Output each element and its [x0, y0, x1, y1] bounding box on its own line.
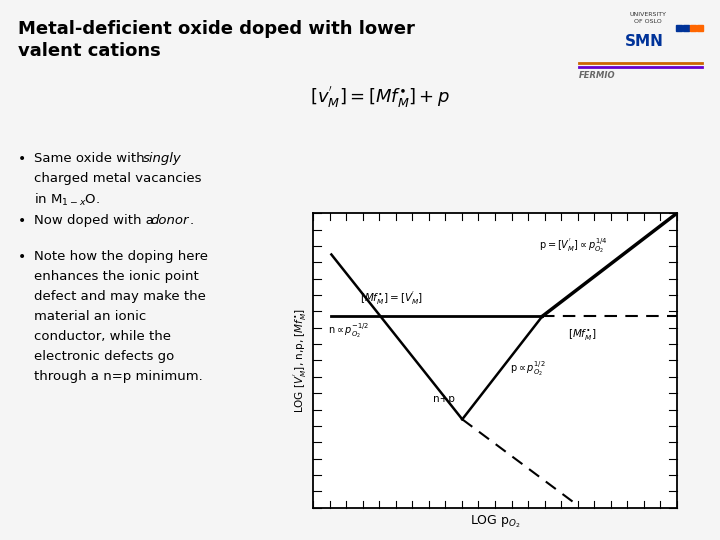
Text: n$\propto p_{O_2}^{-1/2}$: n$\propto p_{O_2}^{-1/2}$ — [328, 322, 369, 340]
Text: Same oxide with: Same oxide with — [34, 152, 149, 165]
Text: donor: donor — [150, 214, 189, 227]
Text: $[Mf_M^{\bullet}]=[V_M^{'}]$: $[Mf_M^{\bullet}]=[V_M^{'}]$ — [361, 289, 423, 307]
Text: OF OSLO: OF OSLO — [634, 19, 662, 24]
Text: defect and may make the: defect and may make the — [34, 290, 206, 303]
Text: UNIVERSITY: UNIVERSITY — [629, 12, 666, 17]
Text: in M$_{1-x}$O.: in M$_{1-x}$O. — [34, 192, 100, 208]
Text: FERMIO: FERMIO — [579, 71, 616, 80]
Text: material an ionic: material an ionic — [34, 310, 146, 323]
Y-axis label: LOG $[V_M^{'}]$, n,p, $[Mf_M^{\bullet}]$: LOG $[V_M^{'}]$, n,p, $[Mf_M^{\bullet}]$ — [292, 308, 309, 413]
Text: p$=[V_M^{'}]\propto p_{O_2}^{1/4}$: p$=[V_M^{'}]\propto p_{O_2}^{1/4}$ — [539, 237, 607, 255]
X-axis label: LOG p$_{O_2}$: LOG p$_{O_2}$ — [469, 513, 521, 530]
Text: p$\propto p_{O_2}^{1/2}$: p$\propto p_{O_2}^{1/2}$ — [510, 360, 545, 379]
Text: Note how the doping here: Note how the doping here — [34, 250, 208, 263]
Text: enhances the ionic point: enhances the ionic point — [34, 270, 199, 283]
Text: •: • — [18, 214, 26, 228]
Text: through a n=p minimum.: through a n=p minimum. — [34, 370, 203, 383]
Text: singly: singly — [143, 152, 181, 165]
Text: $[Mf_M^{\bullet}]$: $[Mf_M^{\bullet}]$ — [568, 327, 596, 342]
Text: electronic defects go: electronic defects go — [34, 350, 174, 363]
Text: •: • — [18, 250, 26, 264]
Text: Now doped with a: Now doped with a — [34, 214, 158, 227]
Text: Metal-deficient oxide doped with lower: Metal-deficient oxide doped with lower — [18, 20, 415, 38]
Text: $[v_M^{'}]=[Mf_M^{\bullet}]+p$: $[v_M^{'}]=[Mf_M^{\bullet}]+p$ — [310, 85, 450, 111]
Text: .: . — [190, 214, 194, 227]
Text: n+p: n+p — [433, 394, 455, 404]
Text: SMN: SMN — [624, 34, 663, 49]
Text: charged metal vacancies: charged metal vacancies — [34, 172, 202, 185]
Text: •: • — [18, 152, 26, 166]
Text: valent cations: valent cations — [18, 42, 161, 60]
Text: conductor, while the: conductor, while the — [34, 330, 171, 343]
